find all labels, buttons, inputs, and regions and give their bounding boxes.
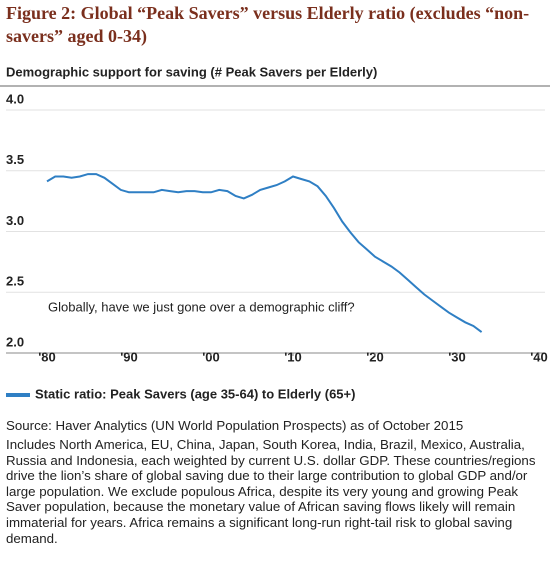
y-tick-label: 2.0 bbox=[6, 334, 24, 349]
y-tick-label: 3.0 bbox=[6, 213, 24, 228]
source: Source: Haver Analytics (UN World Popula… bbox=[6, 418, 464, 433]
x-tick-label: '20 bbox=[366, 349, 384, 364]
x-tick-label: '40 bbox=[530, 349, 548, 364]
series-line bbox=[46, 173, 483, 333]
annotation: Globally, have we just gone over a demog… bbox=[48, 299, 355, 314]
y-tick-label: 2.5 bbox=[6, 274, 24, 289]
x-tick-label: '00 bbox=[202, 349, 220, 364]
x-tick-label: '80 bbox=[38, 349, 56, 364]
y-tick-label: 4.0 bbox=[6, 91, 24, 106]
x-tick-label: '10 bbox=[284, 349, 302, 364]
x-tick-label: '30 bbox=[448, 349, 466, 364]
x-tick-label: '90 bbox=[120, 349, 138, 364]
legend-label: Static ratio: Peak Savers (age 35-64) to… bbox=[35, 386, 355, 401]
figure-title: Figure 2: Global “Peak Savers” versus El… bbox=[6, 3, 530, 46]
chart: Demographic support for saving (# Peak S… bbox=[0, 64, 550, 401]
note: Includes North America, EU, China, Japan… bbox=[6, 437, 536, 546]
y-tick-label: 3.5 bbox=[6, 152, 24, 167]
y-axis-title: Demographic support for saving (# Peak S… bbox=[6, 64, 377, 79]
